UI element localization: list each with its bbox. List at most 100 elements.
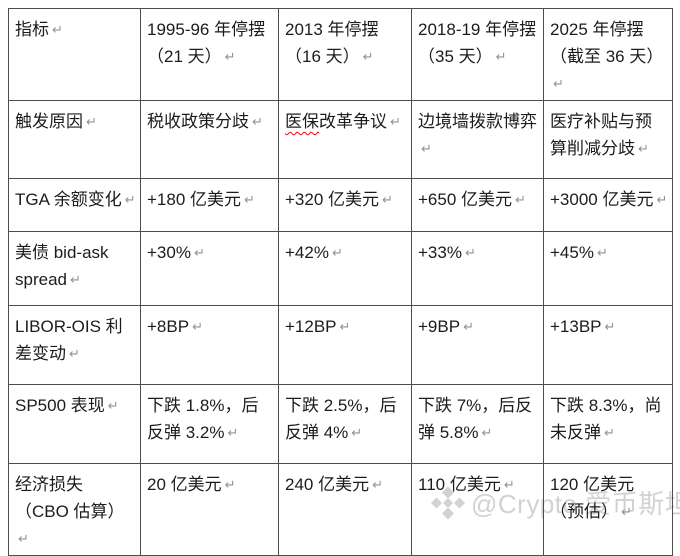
return-mark-icon: ↵ xyxy=(503,477,515,492)
table-cell: 经济损失（CBO 估算） ↵ xyxy=(8,463,141,556)
table-cell: +42% ↵ xyxy=(278,231,412,306)
cell-text: 指标 xyxy=(15,20,49,39)
return-mark-icon: ↵ xyxy=(351,425,363,440)
cell-text: 边境墙拨款博弈 xyxy=(418,112,537,131)
table-cell: 医疗补贴与预算削减分歧↵↵ xyxy=(543,100,673,179)
table-cell: +180 亿美元 ↵ xyxy=(140,178,279,232)
table-cell: 110 亿美元 ↵ xyxy=(411,463,544,556)
cell-text: 20 亿美元 xyxy=(147,475,222,494)
cell-text: 改革争议 xyxy=(319,112,387,131)
return-mark-icon: ↵ xyxy=(339,319,351,334)
cell-text: +45% xyxy=(550,243,594,262)
table-cell: 美债 bid-ask spread ↵ xyxy=(8,231,141,306)
cell-text: 240 亿美元 xyxy=(285,475,370,494)
table-cell: +3000 亿美元↵↵ xyxy=(543,178,673,232)
cell-text: +180 亿美元 xyxy=(147,190,242,209)
shutdown-comparison-table: 指标 ↵ 1995-96 年停摆（21 天） ↵ 2013 年停摆（16 天） ↵ 2… xyxy=(8,8,673,556)
table-cell: +650 亿美元 ↵ xyxy=(411,178,544,232)
return-mark-icon: ↵ xyxy=(244,192,255,207)
cell-text: 2013 年停摆（16 天） xyxy=(285,20,379,66)
return-mark-icon: ↵ xyxy=(331,245,343,260)
table-cell: 240 亿美元 ↵ xyxy=(278,463,412,556)
return-mark-icon: ↵ xyxy=(463,319,474,334)
cell-text: +42% xyxy=(285,243,329,262)
return-mark-icon: ↵ xyxy=(69,272,81,287)
return-mark-icon: ↵ xyxy=(52,22,63,37)
return-mark-icon: ↵ xyxy=(621,504,632,519)
cell-text: TGA 余额变化 xyxy=(15,190,122,209)
cell-text: 税收政策分歧 xyxy=(147,112,249,131)
return-mark-icon: ↵ xyxy=(390,114,401,129)
table-cell: 下跌 2.5%，后反弹 4% ↵ xyxy=(278,384,412,464)
cell-text: 下跌 8.3%，尚未反弹 xyxy=(550,396,662,442)
return-mark-icon: ↵ xyxy=(481,425,493,440)
cell-text: 医疗补贴与预算削减分歧 xyxy=(550,112,652,158)
return-mark-icon: ↵ xyxy=(596,245,608,260)
return-mark-icon: ↵ xyxy=(638,141,649,156)
table-row-economic-loss: 经济损失（CBO 估算）↵ 20 亿美元 ↵ 240 亿美元 ↵ 110 亿美元 ↵ … xyxy=(8,463,673,556)
return-mark-icon: ↵ xyxy=(421,141,432,156)
cell-text: 120 亿美元（预估） xyxy=(550,475,635,521)
spellcheck-flagged-text: 医保 xyxy=(285,112,319,131)
header-cell-indicator: 指标 ↵ xyxy=(8,8,141,101)
cell-text: 2018-19 年停摆（35 天） xyxy=(418,20,537,66)
return-mark-icon: ↵ xyxy=(227,425,239,440)
cell-text: 1995-96 年停摆（21 天） xyxy=(147,20,266,66)
header-cell-2013: 2013 年停摆（16 天） ↵ xyxy=(278,8,412,101)
return-mark-icon: ↵ xyxy=(252,114,263,129)
return-mark-icon: ↵ xyxy=(372,477,383,492)
header-cell-1995-96: 1995-96 年停摆（21 天） ↵ xyxy=(140,8,279,101)
table-cell: +13BP↵↵ xyxy=(543,305,673,385)
table-cell: SP500 表现 ↵ xyxy=(8,384,141,464)
return-mark-icon: ↵ xyxy=(224,477,236,492)
table-cell: 下跌 8.3%，尚未反弹↵↵ xyxy=(543,384,673,464)
table-cell: 边境墙拨款博弈 ↵ xyxy=(411,100,544,179)
cell-text: 经济损失（CBO 估算） xyxy=(15,475,125,521)
return-mark-icon: ↵ xyxy=(86,114,97,129)
table-cell: +8BP ↵ xyxy=(140,305,279,385)
table-cell: 触发原因 ↵ xyxy=(8,100,141,179)
table-cell: 120 亿美元（预估）↵↵ xyxy=(543,463,673,556)
table-cell: 下跌 1.8%，后反弹 3.2% ↵ xyxy=(140,384,279,464)
cell-text: +8BP xyxy=(147,317,190,336)
return-mark-icon: ↵ xyxy=(362,49,374,64)
table-cell: 医保改革争议 ↵ xyxy=(278,100,412,179)
table-cell: +45%↵↵ xyxy=(543,231,673,306)
cell-text: 110 亿美元 xyxy=(418,475,501,494)
table-header-row: 指标 ↵ 1995-96 年停摆（21 天） ↵ 2013 年停摆（16 天） ↵ 2… xyxy=(8,8,673,101)
cell-text: SP500 表现 xyxy=(15,396,105,415)
cell-text: +30% xyxy=(147,243,191,262)
return-mark-icon: ↵ xyxy=(124,192,136,207)
table-row-bidask: 美债 bid-ask spread ↵ +30% ↵ +42% ↵ +33% ↵ +45… xyxy=(8,231,673,306)
return-mark-icon: ↵ xyxy=(553,76,564,91)
return-mark-icon: ↵ xyxy=(107,398,119,413)
table-cell: LIBOR-OIS 利差变动 ↵ xyxy=(8,305,141,385)
return-mark-icon: ↵ xyxy=(464,245,476,260)
table-row-liboris: LIBOR-OIS 利差变动 ↵ +8BP ↵ +12BP ↵ +9BP ↵ +13BP… xyxy=(8,305,673,385)
cell-text: +3000 亿美元 xyxy=(550,190,654,209)
cell-text: 美债 bid-ask spread xyxy=(15,243,109,289)
cell-text: 下跌 2.5%，后反弹 4% xyxy=(285,396,397,442)
return-mark-icon: ↵ xyxy=(604,425,615,440)
return-mark-icon: ↵ xyxy=(192,319,203,334)
return-mark-icon: ↵ xyxy=(604,319,616,334)
table-cell: 20 亿美元 ↵ xyxy=(140,463,279,556)
table-cell: +30% ↵ xyxy=(140,231,279,306)
cell-text: 2025 年停摆（截至 36 天） xyxy=(550,20,664,66)
return-mark-icon: ↵ xyxy=(69,346,80,361)
return-mark-icon: ↵ xyxy=(656,192,668,207)
return-mark-icon: ↵ xyxy=(193,245,205,260)
return-mark-icon: ↵ xyxy=(18,531,29,546)
header-cell-2018-19: 2018-19 年停摆（35 天） ↵ xyxy=(411,8,544,101)
cell-text: +650 亿美元 xyxy=(418,190,513,209)
table-cell: TGA 余额变化 ↵ xyxy=(8,178,141,232)
header-cell-2025: 2025 年停摆（截至 36 天）↵↵ xyxy=(543,8,673,101)
table-row-sp500: SP500 表现 ↵ 下跌 1.8%，后反弹 3.2% ↵ 下跌 2.5%，后反弹 … xyxy=(8,384,673,464)
table-cell: 税收政策分歧 ↵ xyxy=(140,100,279,179)
cell-text: +33% xyxy=(418,243,462,262)
table-cell: +12BP ↵ xyxy=(278,305,412,385)
cell-text: 下跌 7%，后反弹 5.8% xyxy=(418,396,533,442)
return-mark-icon: ↵ xyxy=(224,49,236,64)
table-row-tga: TGA 余额变化 ↵ +180 亿美元 ↵ +320 亿美元 ↵ +650 亿美元 ↵ … xyxy=(8,178,673,232)
cell-text: LIBOR-OIS 利差变动 xyxy=(15,317,123,363)
